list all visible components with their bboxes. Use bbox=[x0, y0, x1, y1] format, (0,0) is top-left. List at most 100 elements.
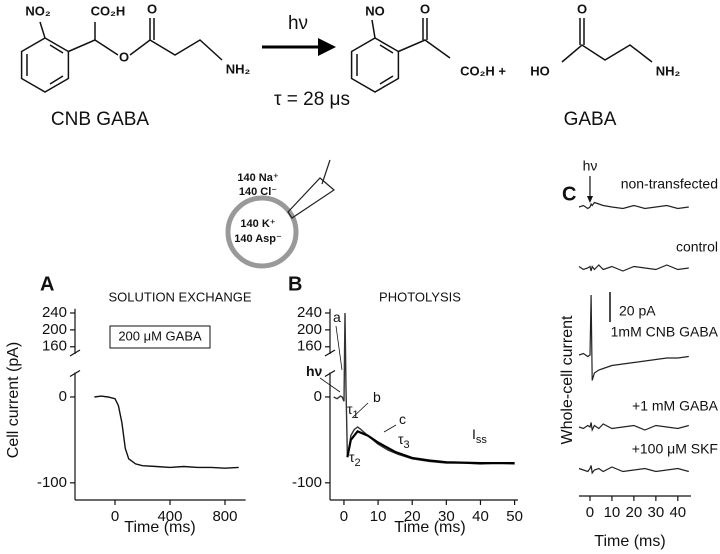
chem-label: NO₂ bbox=[25, 3, 51, 18]
x-tick-label: 0 bbox=[111, 508, 119, 525]
chem-label: O bbox=[119, 49, 129, 64]
annotation-text: 200 μM GABA bbox=[118, 328, 202, 343]
chem-label: NO bbox=[365, 3, 385, 18]
x-tick-label: 30 bbox=[438, 508, 455, 525]
x-tick-label: 10 bbox=[604, 504, 621, 521]
pipette bbox=[287, 177, 335, 219]
y-tick-label: 160 bbox=[42, 338, 67, 355]
panel-title: PHOTOLYSIS bbox=[379, 289, 461, 304]
annotation-text: b bbox=[373, 389, 381, 405]
annotation-text: τ bbox=[349, 449, 355, 465]
trace bbox=[578, 294, 689, 381]
annotation-subscript: 3 bbox=[404, 439, 410, 451]
panel-letter: C bbox=[562, 183, 576, 205]
x-axis-label: Time (ms) bbox=[394, 519, 465, 536]
compound-name: CNB GABA bbox=[51, 109, 150, 130]
annotation: τ3 bbox=[398, 431, 410, 451]
y-axis-label: Cell current (pA) bbox=[5, 342, 22, 458]
stimulus-arrow-head bbox=[586, 196, 593, 203]
axis-break bbox=[324, 369, 336, 378]
x-tick-label: 800 bbox=[212, 508, 237, 525]
chem-label: NH₂ bbox=[226, 61, 251, 76]
product-structure bbox=[350, 18, 653, 93]
y-tick-label: 160 bbox=[297, 338, 322, 355]
compound-name: GABA bbox=[564, 109, 617, 130]
x-tick-label: 40 bbox=[669, 504, 686, 521]
ion-label: 140 Na⁺ bbox=[237, 172, 278, 184]
annotation-box bbox=[109, 325, 211, 349]
axis-break bbox=[69, 369, 81, 378]
trace bbox=[578, 264, 689, 272]
light-label: hν bbox=[288, 13, 308, 34]
ion-label: 140 K⁺ bbox=[240, 218, 275, 230]
annotation: a bbox=[333, 309, 341, 325]
y-tick-label: 200 bbox=[42, 321, 67, 338]
annotation: c bbox=[399, 411, 406, 427]
x-tick-label: 10 bbox=[370, 508, 387, 525]
x-tick-label: 0 bbox=[340, 508, 348, 525]
stimulus-label: hν bbox=[583, 158, 598, 174]
reaction-arrow-head bbox=[318, 38, 336, 56]
annotation-text: c bbox=[399, 411, 406, 427]
annotation-text: a bbox=[333, 309, 341, 325]
y-tick-label: 240 bbox=[42, 304, 67, 321]
y-tick-label: -100 bbox=[37, 474, 67, 491]
trace-label: control bbox=[676, 239, 718, 255]
x-tick-label: 50 bbox=[506, 508, 523, 525]
y-axis-label: Whole-cell current bbox=[559, 315, 576, 444]
annotation-subscript: ss bbox=[476, 434, 488, 446]
scale-bar-label: 20 pA bbox=[619, 303, 656, 319]
annotation: Iss bbox=[472, 426, 487, 446]
annotation: τ1 bbox=[347, 401, 359, 421]
x-tick-label: 400 bbox=[157, 508, 182, 525]
data-line bbox=[346, 429, 515, 465]
annotation-pointer bbox=[335, 325, 343, 371]
chem-label: O bbox=[420, 1, 430, 16]
chem-label: HO bbox=[530, 63, 550, 78]
ion-label: 140 Cl⁻ bbox=[239, 186, 277, 198]
annotation-text: hν bbox=[306, 363, 323, 379]
annotation-subscript: 2 bbox=[355, 457, 361, 469]
chem-label: CO₂H bbox=[91, 3, 126, 18]
annotation-text: I bbox=[472, 426, 476, 442]
data-line bbox=[333, 312, 515, 465]
x-tick-label: 40 bbox=[472, 508, 489, 525]
annotation-pointer bbox=[319, 377, 341, 393]
trace bbox=[578, 201, 689, 210]
x-tick-label: 30 bbox=[648, 504, 665, 521]
axis-break bbox=[324, 349, 336, 357]
y-tick-label: 0 bbox=[314, 388, 322, 405]
data-line bbox=[94, 395, 239, 469]
chem-label: O bbox=[147, 1, 157, 16]
trace bbox=[578, 422, 689, 433]
lifetime-label: τ = 28 μs bbox=[274, 89, 350, 110]
ion-label: 140 Asp⁻ bbox=[234, 233, 282, 245]
cell bbox=[225, 195, 299, 269]
panel-letter: B bbox=[288, 273, 302, 295]
axis-break bbox=[69, 349, 81, 357]
y-tick-label: 200 bbox=[297, 321, 322, 338]
x-tick-label: 0 bbox=[586, 504, 594, 521]
reactant-structure bbox=[20, 18, 223, 93]
annotation-text: τ bbox=[347, 401, 353, 417]
annotation: b bbox=[373, 389, 381, 405]
annotation-text: τ bbox=[398, 431, 404, 447]
annotation: τ2 bbox=[349, 449, 361, 469]
y-tick-label: -100 bbox=[292, 474, 322, 491]
annotation-pointer bbox=[383, 424, 397, 433]
annotation: hν bbox=[306, 363, 323, 379]
chem-label: NH₂ bbox=[656, 63, 681, 78]
y-tick-label: 0 bbox=[59, 388, 67, 405]
panel-letter: A bbox=[40, 273, 54, 295]
x-tick-label: 20 bbox=[404, 508, 421, 525]
panel-title: SOLUTION EXCHANGE bbox=[108, 289, 251, 304]
x-axis-label: Time (ms) bbox=[124, 519, 195, 536]
x-axis-label: Time (ms) bbox=[594, 533, 665, 550]
trace-label: 1mM CNB GABA bbox=[611, 324, 719, 340]
x-tick-label: 20 bbox=[626, 504, 643, 521]
annotation-pointer bbox=[351, 402, 369, 419]
trace-label: +100 μM SKF bbox=[632, 441, 718, 457]
pipette-wire bbox=[321, 159, 331, 185]
chem-label: O bbox=[577, 1, 587, 16]
